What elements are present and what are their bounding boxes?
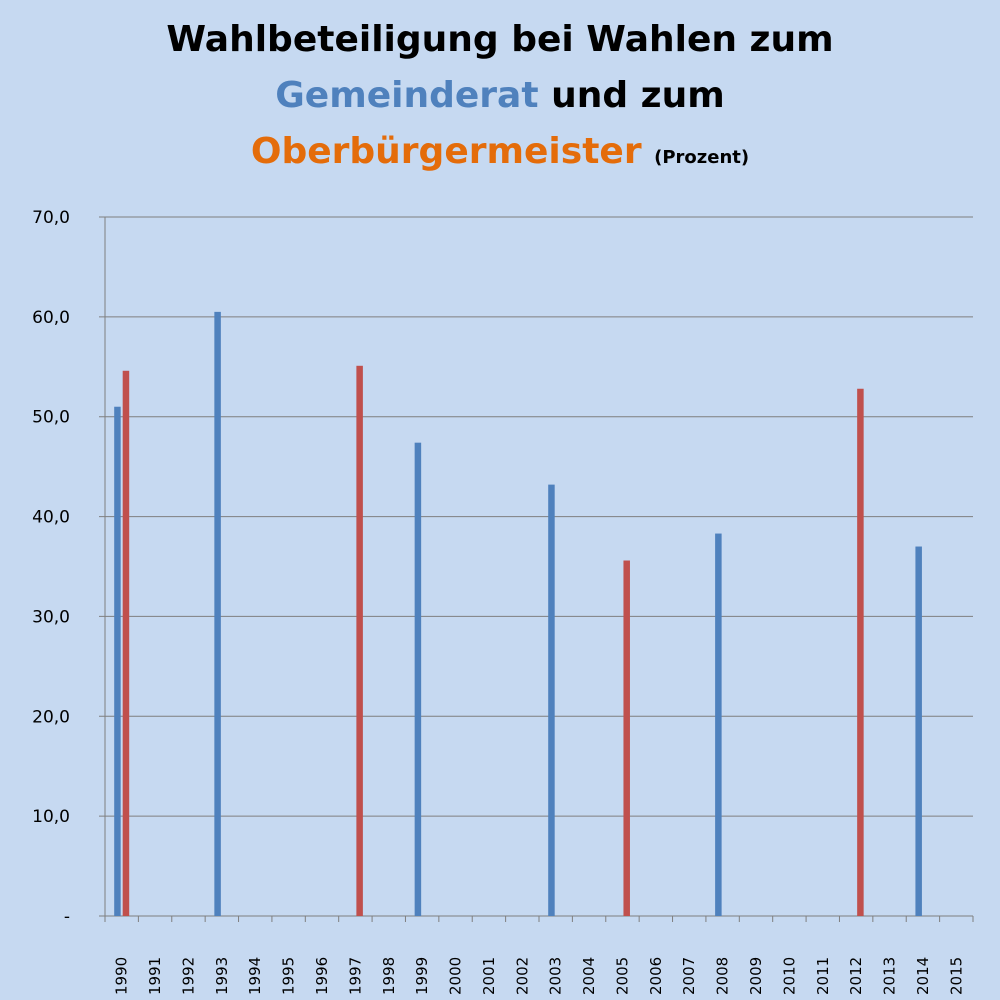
title-connector: und zum [551, 75, 725, 116]
bar-ob [356, 365, 363, 917]
x-tick-label: 2011 [814, 957, 832, 995]
x-tick-label: 1993 [213, 957, 231, 995]
x-tick-label: 2004 [580, 957, 598, 995]
x-tick-label: 1998 [380, 957, 398, 995]
bar-gemeinderat [214, 311, 221, 917]
x-tick-label: 1992 [179, 957, 197, 995]
x-tick-label: 2003 [547, 957, 565, 995]
title-unit: (Prozent) [654, 147, 750, 168]
x-tick-label: 1990 [113, 957, 131, 995]
bar-gemeinderat [548, 484, 555, 916]
title-gemeinderat: Gemeinderat [275, 75, 539, 116]
x-tick-label: 2006 [647, 957, 665, 995]
title-line-1: Wahlbeteiligung bei Wahlen zum [166, 19, 834, 60]
y-tick-label: - [64, 907, 70, 927]
x-tick-label: 2001 [480, 957, 498, 995]
bar-gemeinderat [414, 442, 422, 916]
x-tick-label: 2007 [680, 957, 698, 995]
x-tick-label: 2009 [747, 957, 765, 995]
y-tick-label: 40,0 [32, 508, 70, 528]
bar-ob [857, 388, 864, 916]
x-tick-label: 2005 [613, 957, 631, 995]
x-tick-label: 2002 [513, 957, 531, 995]
title-line-2: Gemeinderat und zum [0, 78, 1000, 114]
bar-gemeinderat [715, 533, 722, 916]
x-tick-label: 2012 [847, 957, 865, 995]
x-tick-label: 2015 [947, 957, 965, 995]
x-tick-label: 2013 [881, 957, 899, 995]
chart-title: Wahlbeteiligung bei Wahlen zum Gemeinder… [0, 22, 1000, 170]
y-tick-label: 20,0 [32, 707, 70, 727]
x-tick-label: 2008 [714, 957, 732, 995]
x-tick-label: 1994 [246, 957, 264, 995]
y-tick-label: 30,0 [32, 607, 70, 627]
title-ob: Oberbürgermeister [250, 131, 642, 172]
y-tick-label: 10,0 [32, 807, 70, 827]
y-tick-label: 50,0 [32, 408, 70, 428]
title-line-3: Oberbürgermeister (Prozent) [0, 134, 1000, 170]
x-tick-label: 1996 [313, 957, 331, 995]
bar-gemeinderat [915, 546, 922, 916]
x-tick-label: 1995 [280, 957, 298, 995]
x-tick-label: 2014 [914, 957, 932, 995]
y-tick-label: 70,0 [32, 208, 70, 228]
bar-gemeinderat [114, 406, 121, 916]
x-tick-label: 1991 [146, 957, 164, 995]
bar-ob [122, 370, 130, 916]
y-tick-label: 60,0 [32, 308, 70, 328]
bar-ob [623, 560, 630, 916]
x-tick-label: 2000 [447, 957, 465, 995]
x-tick-label: 1997 [346, 957, 364, 995]
x-tick-label: 2010 [780, 957, 798, 995]
x-tick-label: 1999 [413, 957, 431, 995]
